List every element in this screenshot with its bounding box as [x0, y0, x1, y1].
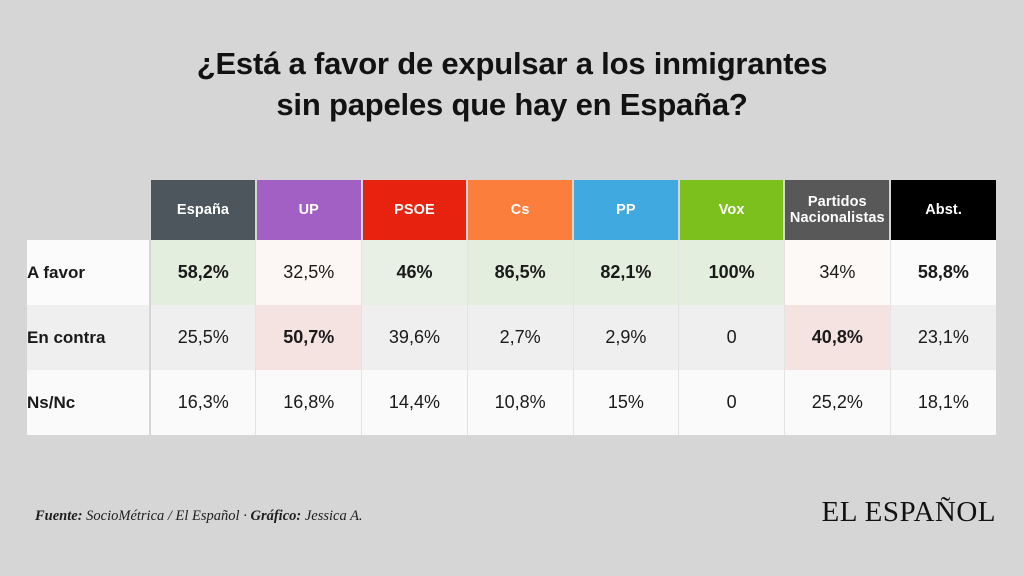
graphic-label: Gráfico: [250, 508, 302, 524]
data-cell: 34% [783, 240, 891, 305]
data-cell: 32,5% [255, 240, 362, 305]
column-header-label: PP [616, 201, 636, 218]
column-header-pp: PP [572, 180, 679, 240]
column-header-vox: Vox [677, 180, 785, 240]
page-title-line-2: sin papeles que hay en España? [276, 86, 748, 122]
table-body: A favor 58,2% 32,5% 46% 86,5% 82,1% 100% 34% 58,… [27, 240, 996, 435]
data-cell: 18,1% [889, 370, 996, 435]
table-row: A favor 58,2% 32,5% 46% 86,5% 82,1% 100% 34% 58,… [27, 240, 996, 305]
table-corner-cell [27, 180, 150, 240]
row-label-ns-nc: Ns/Nc [27, 370, 152, 435]
data-cell: 14,4% [361, 370, 468, 435]
data-cell: 15% [572, 370, 679, 435]
data-cell: 82,1% [572, 240, 679, 305]
data-cell: 25,2% [783, 370, 891, 435]
data-cell: 46% [361, 240, 468, 305]
source-value: SocioMétrica / El Español [86, 508, 240, 524]
column-header-label: Partidos [807, 193, 867, 210]
footer-credits: Fuente: SocioMétrica / El Español · Gráf… [35, 508, 363, 525]
row-label-a-favor: A favor [27, 240, 152, 305]
data-cell: 58,8% [889, 240, 996, 305]
page-title: ¿Está a favor de expulsar a los inmigran… [0, 44, 1024, 126]
data-cell: 16,8% [255, 370, 362, 435]
data-cell: 0 [678, 370, 785, 435]
data-cell: 10,8% [466, 370, 574, 435]
column-header-cs: Cs [466, 180, 574, 240]
poll-results-table: España UP PSOE Cs PP Vox Partidos Nacionalistas… [27, 180, 996, 435]
column-header-label: UP [298, 201, 319, 218]
table-row: Ns/Nc 16,3% 16,8% 14,4% 10,8% 15% 0 25,2% 18,1% [27, 370, 996, 435]
table-row: En contra 25,5% 50,7% 39,6% 2,7% 2,9% 0 40,8% 23… [27, 305, 996, 370]
data-cell: 86,5% [466, 240, 574, 305]
data-cell: 2,7% [466, 305, 574, 370]
column-header-label-second-line: Nacionalistas [789, 210, 885, 226]
column-header-up: UP [254, 180, 362, 240]
table-header-row: España UP PSOE Cs PP Vox Partidos Nacionalistas… [27, 180, 996, 240]
column-header-label: PSOE [394, 201, 435, 218]
column-header-label: Abst. [925, 201, 962, 218]
credits-separator: · [243, 508, 247, 524]
data-cell: 58,2% [149, 240, 256, 305]
table-header: España UP PSOE Cs PP Vox Partidos Nacionalistas… [27, 180, 996, 240]
data-cell: 40,8% [783, 305, 891, 370]
data-cell: 100% [678, 240, 785, 305]
row-label-en-contra: En contra [27, 305, 152, 370]
column-header-espa-a: España [149, 180, 256, 240]
column-header-abst: Abst. [889, 180, 996, 240]
data-cell: 0 [678, 305, 785, 370]
graphic-value: Jessica A. [304, 508, 363, 524]
column-header-label: España [176, 201, 230, 218]
column-header-label: Cs [510, 201, 530, 218]
source-label: Fuente: [35, 508, 83, 524]
data-cell: 2,9% [572, 305, 679, 370]
data-cell: 25,5% [149, 305, 256, 370]
column-header-partidos-nacionalistas: Partidos Nacionalistas [783, 180, 891, 240]
data-cell: 39,6% [361, 305, 468, 370]
column-header-psoe: PSOE [360, 180, 468, 240]
data-cell: 16,3% [149, 370, 256, 435]
data-cell: 50,7% [255, 305, 362, 370]
column-header-label: Vox [718, 201, 745, 218]
page-title-line-1: ¿Está a favor de expulsar a los inmigran… [196, 46, 828, 81]
data-cell: 23,1% [889, 305, 996, 370]
brand-logo: EL ESPAÑOL [821, 496, 996, 528]
